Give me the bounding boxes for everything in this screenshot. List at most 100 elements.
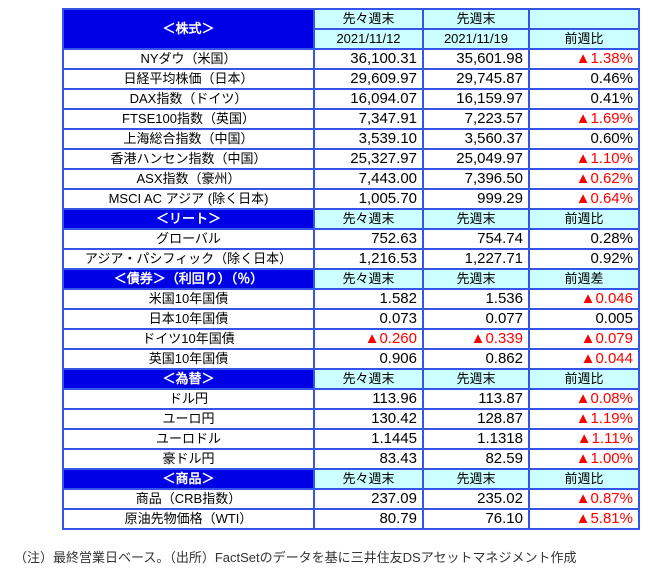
row-label: MSCI AC アジア (除く日本): [62, 188, 315, 210]
change-value: 0.46%: [528, 68, 640, 90]
prev1-value: 1.536: [422, 288, 530, 310]
change-value: ▲0.08%: [528, 388, 640, 410]
table-row-wti: 原油先物価格（WTI） 80.79 76.10 ▲5.81%: [62, 508, 640, 530]
stocks-header-row-2: 2021/11/12 2021/11/19 前週比: [63, 28, 640, 50]
prev2-value: 25,327.97: [313, 148, 424, 170]
change-value: ▲1.10%: [528, 148, 640, 170]
col-header-blank: [528, 8, 640, 30]
col-header-change-reit: 前週比: [528, 208, 640, 230]
table-row-audjpy: 豪ドル円 83.43 82.59 ▲1.00%: [62, 448, 640, 470]
prev2-value: 80.79: [313, 508, 424, 530]
col-header-prev1-week: 先週末: [422, 468, 530, 490]
row-label: 英国10年国債: [62, 348, 315, 370]
prev1-value: 76.10: [422, 508, 530, 530]
bonds-header-row: ＜債券＞（利回り）（％） 先々週末 先週末 前週差: [62, 268, 640, 290]
prev2-value: 1,216.53: [313, 248, 424, 270]
prev1-value: 128.87: [422, 408, 530, 430]
row-label: ドイツ10年国債: [62, 328, 315, 350]
row-label: FTSE100指数（英国）: [62, 108, 315, 130]
prev1-value: 235.02: [422, 488, 530, 510]
change-value: 0.28%: [528, 228, 640, 250]
prev1-value: 7,223.57: [422, 108, 530, 130]
table-row-usdjpy: ドル円 113.96 113.87 ▲0.08%: [62, 388, 640, 410]
change-value: ▲1.38%: [528, 48, 640, 70]
col-header-prev2-week: 先々週末: [313, 468, 424, 490]
prev1-value: 113.87: [422, 388, 530, 410]
prev2-value: 83.43: [313, 448, 424, 470]
table-row-ny-dow: NYダウ（米国） 36,100.31 35,601.98 ▲1.38%: [62, 48, 640, 70]
prev1-value: 82.59: [422, 448, 530, 470]
row-label: NYダウ（米国）: [62, 48, 315, 70]
row-label: 商品（CRB指数）: [62, 488, 315, 510]
prev1-value: 999.29: [422, 188, 530, 210]
col-header-prev2-week: 先々週末: [313, 368, 424, 390]
change-value: ▲5.81%: [528, 508, 640, 530]
table-row-asx: ASX指数（豪州） 7,443.00 7,396.50 ▲0.62%: [62, 168, 640, 190]
prev2-value: 752.63: [313, 228, 424, 250]
prev1-value: 29,745.87: [422, 68, 530, 90]
change-value: ▲1.19%: [528, 408, 640, 430]
section-title-stocks: ＜株式＞: [62, 8, 315, 50]
table-row-crb: 商品（CRB指数） 237.09 235.02 ▲0.87%: [62, 488, 640, 510]
table-row-jp-10y: 日本10年国債 0.073 0.077 0.005: [62, 308, 640, 330]
prev1-value: 35,601.98: [422, 48, 530, 70]
prev1-value: 754.74: [422, 228, 530, 250]
change-value: 0.92%: [528, 248, 640, 270]
prev1-value: 3,560.37: [422, 128, 530, 150]
col-header-prev1-week: 先週末: [422, 268, 530, 290]
prev1-value: 0.077: [422, 308, 530, 330]
prev2-value: 29,609.97: [313, 68, 424, 90]
table-row-dax: DAX指数（ドイツ） 16,094.07 16,159.97 0.41%: [62, 88, 640, 110]
change-value: 0.005: [528, 308, 640, 330]
prev2-value: 1.1445: [313, 428, 424, 450]
row-label: 原油先物価格（WTI）: [62, 508, 315, 530]
row-label: ユーロ円: [62, 408, 315, 430]
change-value: 0.60%: [528, 128, 640, 150]
change-value: ▲0.87%: [528, 488, 640, 510]
prev2-value: 16,094.07: [313, 88, 424, 110]
prev1-value: 1,227.71: [422, 248, 530, 270]
table-row-eurusd: ユーロドル 1.1445 1.1318 ▲1.11%: [62, 428, 640, 450]
table-row-hangseng: 香港ハンセン指数（中国） 25,327.97 25,049.97 ▲1.10%: [62, 148, 640, 170]
section-title-bonds: ＜債券＞（利回り）（％）: [62, 268, 315, 290]
row-label: 日経平均株価（日本）: [62, 68, 315, 90]
prev2-value: 7,347.91: [313, 108, 424, 130]
col-header-prev1-date: 2021/11/19: [422, 28, 530, 50]
change-value: ▲1.11%: [528, 428, 640, 450]
section-title-commodities: ＜商品＞: [62, 468, 315, 490]
prev2-value: 1.582: [313, 288, 424, 310]
row-label: 米国10年国債: [62, 288, 315, 310]
reit-header-row: ＜リート＞ 先々週末 先週末 前週比: [62, 208, 640, 230]
table-row-de-10y: ドイツ10年国債 ▲0.260 ▲0.339 ▲0.079: [62, 328, 640, 350]
table-row-reit-global: グローバル 752.63 754.74 0.28%: [62, 228, 640, 250]
row-label: ユーロドル: [62, 428, 315, 450]
prev2-value: 7,443.00: [313, 168, 424, 190]
row-label: ドル円: [62, 388, 315, 410]
row-label: DAX指数（ドイツ）: [62, 88, 315, 110]
commodities-header-row: ＜商品＞ 先々週末 先週末 前週比: [62, 468, 640, 490]
change-value: ▲0.046: [528, 288, 640, 310]
prev2-value: 3,539.10: [313, 128, 424, 150]
prev2-value: 113.96: [313, 388, 424, 410]
prev2-value: 237.09: [313, 488, 424, 510]
table-row-reit-asia-pacific: アジア・パシフィック（除く日本） 1,216.53 1,227.71 0.92%: [62, 248, 640, 270]
fx-header-row: ＜為替＞ 先々週末 先週末 前週比: [62, 368, 640, 390]
prev1-value: 16,159.97: [422, 88, 530, 110]
market-table-wrap: ＜株式＞ 先々週末 先週末 2021/11/12 2021/11/19 前週比 …: [62, 8, 640, 530]
market-data-table: ＜株式＞ 先々週末 先週末 2021/11/12 2021/11/19 前週比 …: [62, 8, 640, 530]
row-label: 上海総合指数（中国）: [62, 128, 315, 150]
change-value: ▲1.00%: [528, 448, 640, 470]
row-label: グローバル: [62, 228, 315, 250]
table-row-ftse100: FTSE100指数（英国） 7,347.91 7,223.57 ▲1.69%: [62, 108, 640, 130]
prev1-value: 25,049.97: [422, 148, 530, 170]
col-header-prev1-week: 先週末: [422, 8, 530, 30]
col-header-change-commodities: 前週比: [528, 468, 640, 490]
col-header-prev2-week: 先々週末: [313, 268, 424, 290]
prev2-value: 1,005.70: [313, 188, 424, 210]
table-row-nikkei: 日経平均株価（日本） 29,609.97 29,745.87 0.46%: [62, 68, 640, 90]
prev1-value: 1.1318: [422, 428, 530, 450]
prev2-value: 0.906: [313, 348, 424, 370]
col-header-prev1-week: 先週末: [422, 208, 530, 230]
row-label: 日本10年国債: [62, 308, 315, 330]
